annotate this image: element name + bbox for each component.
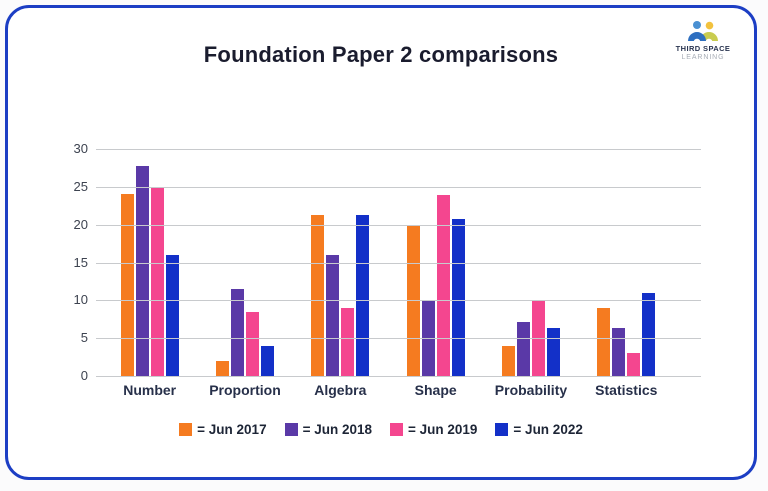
- bar: [326, 254, 340, 376]
- bar-group: [579, 149, 674, 376]
- third-space-learning-logo: THIRD SPACE LEARNING: [668, 20, 738, 62]
- gridline: [96, 300, 701, 302]
- x-axis-category-label: Algebra: [314, 382, 367, 398]
- y-tick-label: 10: [73, 292, 88, 308]
- bar: [311, 214, 325, 376]
- chart-title: Foundation Paper 2 comparisons: [203, 42, 559, 67]
- y-tick-label: 25: [73, 178, 88, 194]
- gridline: [96, 338, 701, 340]
- bar: [260, 345, 274, 376]
- y-tick-label: 20: [73, 216, 88, 232]
- logo-text-third-space: THIRD SPACE: [675, 44, 731, 53]
- bar: [356, 214, 370, 376]
- bar: [245, 311, 259, 376]
- gridline: [96, 186, 701, 188]
- bar-group: [102, 149, 197, 376]
- bar: [120, 194, 134, 376]
- logo-text-learning: LEARNING: [681, 53, 725, 61]
- bar: [215, 360, 229, 376]
- bar: [150, 186, 164, 376]
- legend-swatch: [495, 422, 509, 436]
- gridline: [96, 149, 701, 150]
- bar: [627, 353, 641, 376]
- y-tick-label: 0: [80, 368, 88, 383]
- gridline: [96, 262, 701, 264]
- y-tick-label: 30: [73, 141, 88, 156]
- chart-legend: = Jun 2017 = Jun 2018 = Jun 2019 = Jun 2022: [8, 418, 754, 440]
- bar: [597, 307, 611, 376]
- bar: [546, 328, 560, 376]
- bar: [612, 328, 626, 376]
- x-axis-labels: Number Proportion Algebra Shape Probability S…: [102, 382, 674, 398]
- chart-card: Foundation Paper 2 comparisons THIRD SPA…: [5, 5, 757, 480]
- x-axis-category-label: Statistics: [595, 382, 658, 398]
- gridline: [96, 224, 701, 226]
- gridline: [96, 376, 701, 377]
- legend-swatch: [179, 422, 193, 436]
- x-axis-category-label: Number: [123, 382, 177, 398]
- legend-label: = Jun 2018: [302, 421, 372, 437]
- bar: [516, 321, 530, 376]
- bar: [501, 345, 515, 376]
- x-axis-category-label: Probability: [494, 382, 568, 398]
- legend-item: = Jun 2022: [495, 421, 583, 437]
- x-axis-category-label: Proportion: [209, 382, 281, 398]
- bar: [436, 195, 450, 376]
- legend-label: = Jun 2022: [513, 421, 583, 437]
- bar-group: [197, 149, 292, 376]
- y-tick-label: 5: [80, 330, 88, 346]
- x-axis-category-label: Shape: [414, 382, 457, 398]
- y-tick-label: 15: [73, 254, 88, 270]
- legend-label: = Jun 2019: [408, 421, 478, 437]
- legend-swatch: [284, 422, 298, 436]
- legend-swatch: [390, 422, 403, 436]
- legend-item: = Jun 2019: [390, 422, 477, 437]
- plot-area: [102, 149, 674, 376]
- legend-item: = Jun 2018: [284, 421, 372, 437]
- bar: [165, 254, 179, 376]
- bar: [230, 288, 244, 376]
- bar: [642, 292, 656, 376]
- legend-item: = Jun 2017: [179, 421, 267, 437]
- bar: [341, 307, 355, 376]
- legend-label: = Jun 2017: [197, 421, 267, 437]
- bar: [451, 218, 465, 376]
- bar-group: [293, 149, 388, 376]
- logo-people-icon: [688, 21, 718, 41]
- bar: [135, 166, 149, 376]
